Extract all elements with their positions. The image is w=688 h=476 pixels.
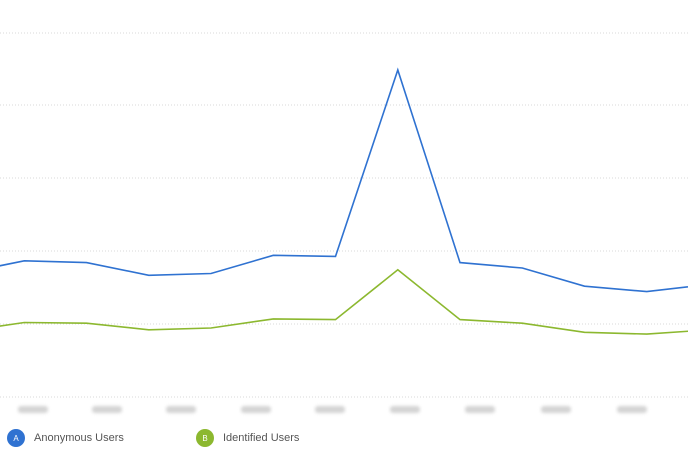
x-tick-label-blurred [18,406,48,413]
chart-gridlines [0,32,688,398]
x-tick-label-blurred [166,406,196,413]
legend-marker-identified-users: B [196,429,214,447]
x-tick-label-blurred [465,406,495,413]
legend-label-identified-users: Identified Users [223,432,300,444]
x-tick-label-blurred [92,406,122,413]
legend-marker-anonymous-users: A [7,429,25,447]
x-tick-label-blurred [390,406,420,413]
legend-item-anonymous-users[interactable]: A Anonymous Users [7,425,124,451]
chart-series-lines [0,67,688,335]
x-tick-label-blurred [241,406,271,413]
x-tick-label-blurred [541,406,571,413]
chart-legend: A Anonymous Users B Identified Users [0,425,688,451]
x-tick-label-blurred [617,406,647,413]
legend-label-anonymous-users: Anonymous Users [34,432,124,444]
legend-item-identified-users[interactable]: B Identified Users [196,425,299,451]
x-axis-ticks [18,406,647,413]
series-line-identified-users[interactable] [0,268,688,335]
x-tick-label-blurred [315,406,345,413]
series-line-anonymous-users[interactable] [0,67,688,293]
